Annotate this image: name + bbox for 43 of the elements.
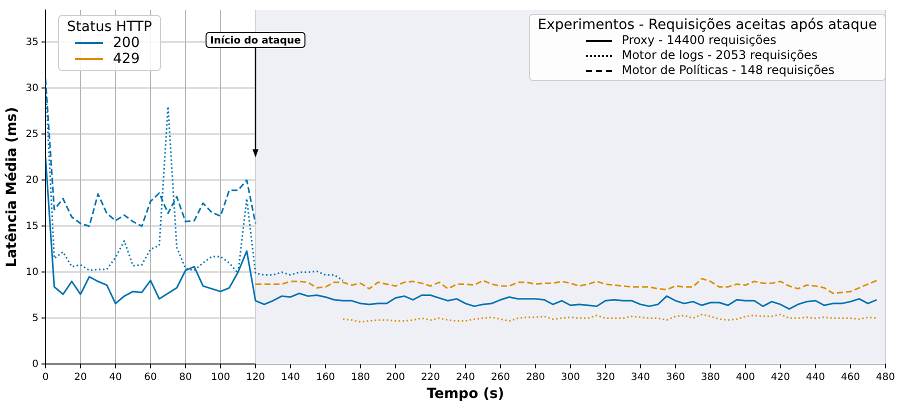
x-tick-label: 400 [736,372,756,383]
x-axis-title: Tempo (s) [426,386,504,402]
x-tick-label: 180 [350,372,370,383]
x-tick-label: 260 [490,372,510,383]
x-tick-label: 160 [316,372,336,383]
x-tick-label: 140 [280,372,300,383]
x-tick-label: 100 [210,372,230,383]
x-tick-label: 460 [840,372,860,383]
x-tick-label: 300 [560,372,580,383]
legend-label: 200 [113,35,140,51]
x-tick-label: 440 [806,372,826,383]
x-tick-label: 20 [74,372,87,383]
x-tick-label: 80 [179,372,192,383]
annotation: Proxy - 14400 requisições [622,33,776,48]
x-tick-label: 480 [876,372,896,383]
x-tick-label: 60 [144,372,157,383]
x-tick-label: 120 [246,372,266,383]
x-tick-label: 360 [666,372,686,383]
y-axis-title: Latência Média (ms) [4,106,20,268]
x-tick-label: 200 [386,372,406,383]
annotation: Início do ataque [210,36,302,47]
annotation: Motor de Políticas - 148 requisições [622,63,835,78]
x-tick-label: 40 [109,372,122,383]
x-tick-label: 340 [630,372,650,383]
y-tick-label: 30 [26,82,39,94]
x-tick-label: 0 [42,372,49,383]
x-tick-label: 280 [526,372,546,383]
x-tick-label: 420 [770,372,790,383]
legend-title: Status HTTP [67,19,152,35]
y-tick-label: 10 [26,266,39,278]
y-tick-label: 25 [26,128,39,140]
legend-label: 429 [113,51,140,67]
y-tick-label: 0 [32,358,39,370]
x-tick-label: 380 [700,372,720,383]
y-tick-label: 20 [26,174,39,186]
x-tick-label: 220 [420,372,440,383]
y-tick-label: 5 [32,312,39,324]
y-tick-label: 35 [26,36,39,48]
x-tick-label: 240 [456,372,476,383]
x-tick-label: 320 [596,372,616,383]
annotation: Experimentos - Requisições aceitas após ataque [538,17,877,33]
y-tick-label: 15 [26,220,39,232]
annotation: Motor de logs - 2053 requisições [622,48,818,63]
